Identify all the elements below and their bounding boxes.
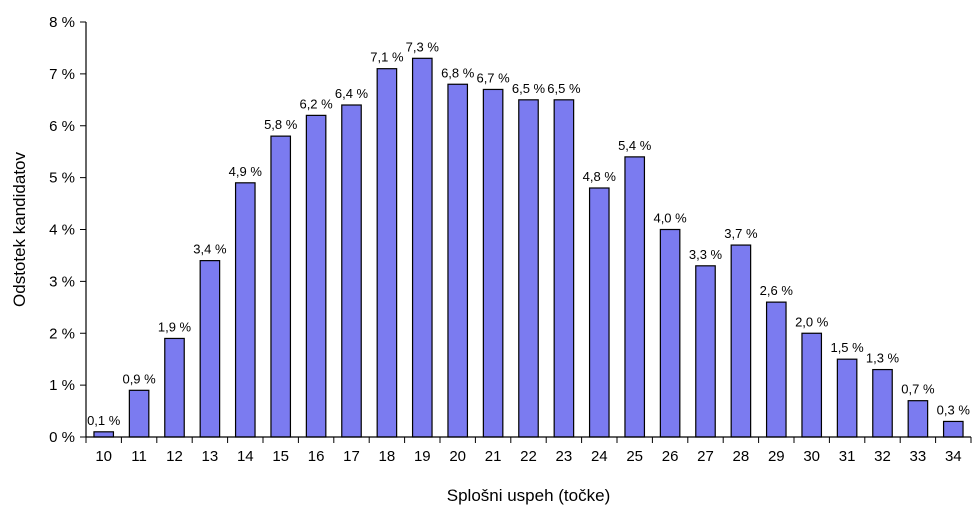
x-tick-label: 24 [591,448,608,465]
bar [765,301,787,438]
x-tick-label: 18 [379,448,396,465]
y-tick-label: 4 % [49,222,75,239]
data-label: 5,8 % [264,117,298,132]
data-label: 1,5 % [830,340,864,355]
bar [872,368,893,438]
bar [128,389,150,438]
data-label: 7,1 % [370,50,404,65]
data-label: 6,5 % [547,81,581,96]
bar [730,244,752,438]
bar [305,114,327,438]
x-tick-label: 27 [697,448,714,465]
bar [93,431,115,438]
data-label: 3,7 % [724,226,758,241]
data-label: 6,8 % [441,65,475,80]
data-label: 4,8 % [583,169,617,184]
y-tick-label: 8 % [49,14,75,31]
data-label: 6,2 % [299,96,333,111]
x-tick-label: 23 [556,448,573,465]
x-tick-label: 31 [839,448,856,465]
x-tick-label: 22 [520,448,537,465]
x-tick-label: 10 [95,448,112,465]
bar [447,83,469,438]
bar [942,420,964,438]
data-label: 0,3 % [937,402,971,417]
x-axis-ticks: 10 11 12 13 14 15 16 17 18 19 20 21 22 23 24 25 26 27 28 29… [85,437,972,465]
data-label: 0,9 % [122,371,156,386]
x-tick-label: 32 [874,448,891,465]
data-label: 3,4 % [193,242,227,257]
y-tick-label: 7 % [49,66,75,83]
data-label: 6,5 % [512,81,546,96]
data-label: 0,1 % [87,413,121,428]
bar [376,68,398,438]
x-tick-label: 25 [626,448,643,465]
data-labels: 0,1 % 0,9 % 1,9 % 3,4 % 4,9 % 5,8 %6,2 %6,4 %… [87,39,970,428]
x-axis-title: Splošni uspeh (točke) [447,486,610,505]
x-tick-label: 11 [131,448,147,465]
data-label: 1,3 % [866,351,900,366]
x-tick-label: 17 [343,448,360,465]
x-tick-label: 33 [910,448,927,465]
x-tick-label: 28 [733,448,750,465]
bar [553,99,575,438]
y-tick-label: 5 % [49,170,75,187]
y-tick-label: 3 % [49,273,75,290]
bar [907,400,929,438]
data-label: 3,3 % [689,247,723,262]
x-tick-label: 14 [237,448,254,465]
x-tick-label: 20 [449,448,466,465]
bar [234,182,256,438]
data-label: 4,9 % [229,164,263,179]
y-tick-label: 2 % [49,325,75,342]
x-tick-label: 12 [166,448,183,465]
x-tick-label: 30 [803,448,820,465]
data-label: 4,0 % [653,211,687,226]
x-tick-label: 21 [485,448,502,465]
y-tick-label: 1 % [49,377,75,394]
bar [411,57,433,438]
data-label: 6,7 % [476,70,510,85]
data-label: 7,3 % [406,39,440,54]
bar [659,228,681,438]
bar [270,135,292,438]
x-tick-label: 13 [202,448,219,465]
bar [341,104,362,438]
x-tick-label: 34 [945,448,962,465]
y-tick-label: 6 % [49,118,75,135]
data-label: 5,4 % [618,138,652,153]
bar [801,332,823,438]
x-tick-label: 29 [768,448,785,465]
y-axis-title: Odstotek kandidatov [10,152,29,307]
x-tick-label: 26 [662,448,679,465]
data-label: 2,6 % [760,283,794,298]
bar [482,88,504,438]
bar [164,337,185,438]
x-tick-label: 19 [414,448,431,465]
data-label: 0,7 % [901,382,935,397]
data-label: 2,0 % [795,314,829,329]
x-tick-label: 15 [272,448,289,465]
bar [695,265,716,438]
bar [518,99,539,438]
x-tick-label: 16 [308,448,325,465]
y-axis-ticks: 0 % 1 % 2 % 3 % 4 % 5 % 6 % 7 % 8 % [49,14,86,446]
bar [836,358,858,438]
bar [624,156,646,438]
bar [588,187,610,438]
bars [93,57,964,438]
bar [199,260,221,438]
y-tick-label: 0 % [49,429,75,446]
data-label: 6,4 % [335,86,369,101]
data-label: 1,9 % [158,319,192,334]
